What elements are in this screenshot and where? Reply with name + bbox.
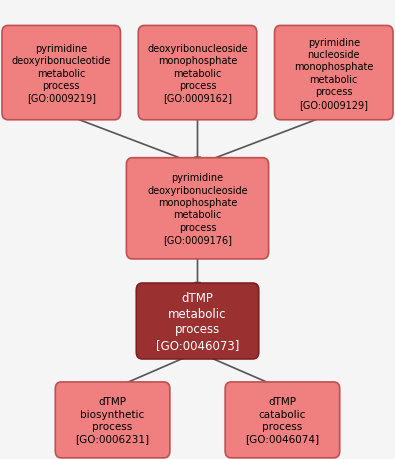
Text: dTMP
catabolic
process
[GO:0046074]: dTMP catabolic process [GO:0046074] [245, 397, 320, 443]
FancyBboxPatch shape [138, 26, 257, 120]
FancyBboxPatch shape [275, 26, 393, 120]
FancyBboxPatch shape [2, 26, 120, 120]
FancyBboxPatch shape [225, 382, 340, 458]
FancyBboxPatch shape [136, 283, 259, 359]
Text: dTMP
biosynthetic
process
[GO:0006231]: dTMP biosynthetic process [GO:0006231] [75, 397, 150, 443]
Text: pyrimidine
nucleoside
monophosphate
metabolic
process
[GO:0009129]: pyrimidine nucleoside monophosphate meta… [294, 38, 373, 109]
Text: pyrimidine
deoxyribonucleoside
monophosphate
metabolic
process
[GO:0009176]: pyrimidine deoxyribonucleoside monophosp… [147, 173, 248, 245]
FancyBboxPatch shape [55, 382, 170, 458]
Text: pyrimidine
deoxyribonucleotide
metabolic
process
[GO:0009219]: pyrimidine deoxyribonucleotide metabolic… [11, 44, 111, 103]
Text: deoxyribonucleoside
monophosphate
metabolic
process
[GO:0009162]: deoxyribonucleoside monophosphate metabo… [147, 44, 248, 103]
FancyBboxPatch shape [126, 158, 269, 259]
Text: dTMP
metabolic
process
[GO:0046073]: dTMP metabolic process [GO:0046073] [156, 291, 239, 352]
